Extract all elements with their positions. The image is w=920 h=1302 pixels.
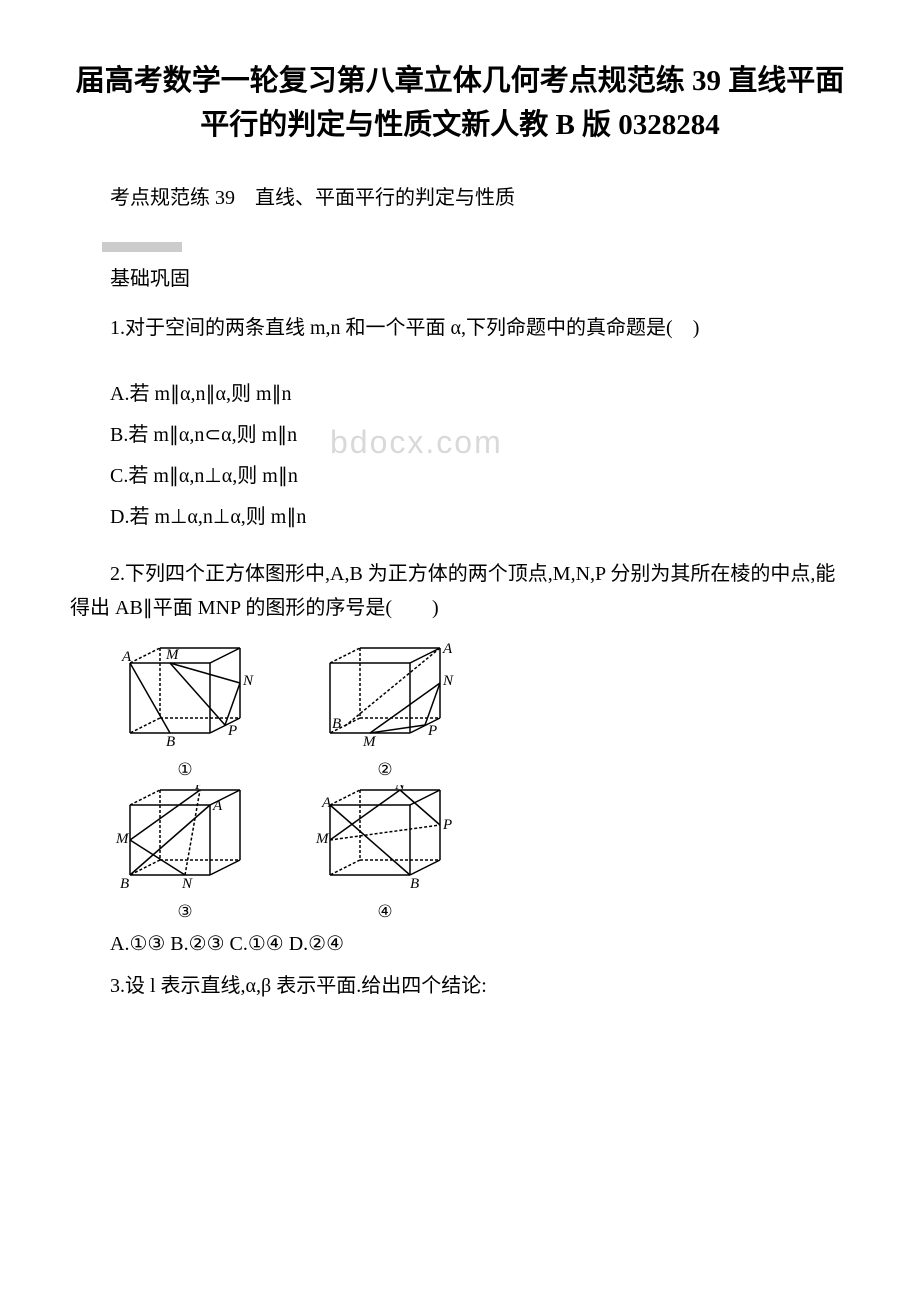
svg-text:M: M [362, 734, 377, 750]
cube-3: P A M B N ③ [110, 785, 260, 922]
svg-text:M: M [165, 647, 180, 663]
svg-text:A: A [212, 798, 223, 814]
cube-3-label: ③ [177, 902, 192, 922]
svg-text:B: B [120, 876, 129, 892]
question-3: 3.设 l 表示直线,α,β 表示平面.给出四个结论: [70, 969, 850, 1003]
section-heading: 基础巩固 [70, 262, 850, 291]
cube-2: A B N P M ② [310, 643, 460, 780]
svg-text:N: N [394, 785, 406, 793]
q1-option-d: D.若 m⊥α,n⊥α,则 m∥n [70, 498, 850, 536]
cube-4-label: ④ [377, 902, 392, 922]
practice-subtitle: 考点规范练 39 直线、平面平行的判定与性质 [70, 182, 850, 214]
cube-4: A N M P B ④ [310, 785, 460, 922]
cube-2-label: ② [377, 760, 392, 780]
cube-1-label: ① [177, 760, 192, 780]
q1-option-a: A.若 m∥α,n∥α,则 m∥n [70, 375, 850, 413]
svg-text:M: M [315, 831, 330, 847]
q2-answer-options: A.①③ B.②③ C.①④ D.②④ [70, 927, 850, 961]
svg-text:P: P [227, 723, 237, 739]
svg-text:P: P [427, 723, 437, 739]
svg-text:N: N [242, 673, 254, 689]
svg-text:B: B [166, 734, 175, 750]
question-1: 1.对于空间的两条直线 m,n 和一个平面 α,下列命题中的真命题是( ) [70, 311, 850, 345]
cube-1: A M N P B ① [110, 643, 260, 780]
gray-divider [102, 242, 182, 252]
question-2: 2.下列四个正方体图形中,A,B 为正方体的两个顶点,M,N,P 分别为其所在棱… [70, 557, 850, 625]
svg-text:B: B [332, 716, 341, 732]
svg-text:P: P [442, 817, 452, 833]
svg-text:P: P [194, 785, 204, 793]
svg-text:M: M [115, 831, 130, 847]
cube-row-1: A M N P B ① [110, 643, 850, 780]
svg-text:B: B [410, 876, 419, 892]
document-title: 届高考数学一轮复习第八章立体几何考点规范练 39 直线平面平行的判定与性质文新人… [70, 60, 850, 147]
svg-text:N: N [442, 673, 454, 689]
cube-row-2: P A M B N ③ [110, 785, 850, 922]
q1-option-b: bdocx.com B.若 m∥α,n⊂α,则 m∥n [70, 416, 850, 454]
svg-text:A: A [121, 649, 132, 665]
svg-text:A: A [442, 643, 453, 657]
q1-option-c: C.若 m∥α,n⊥α,则 m∥n [70, 457, 850, 495]
svg-text:N: N [181, 876, 193, 892]
svg-text:A: A [321, 795, 332, 811]
